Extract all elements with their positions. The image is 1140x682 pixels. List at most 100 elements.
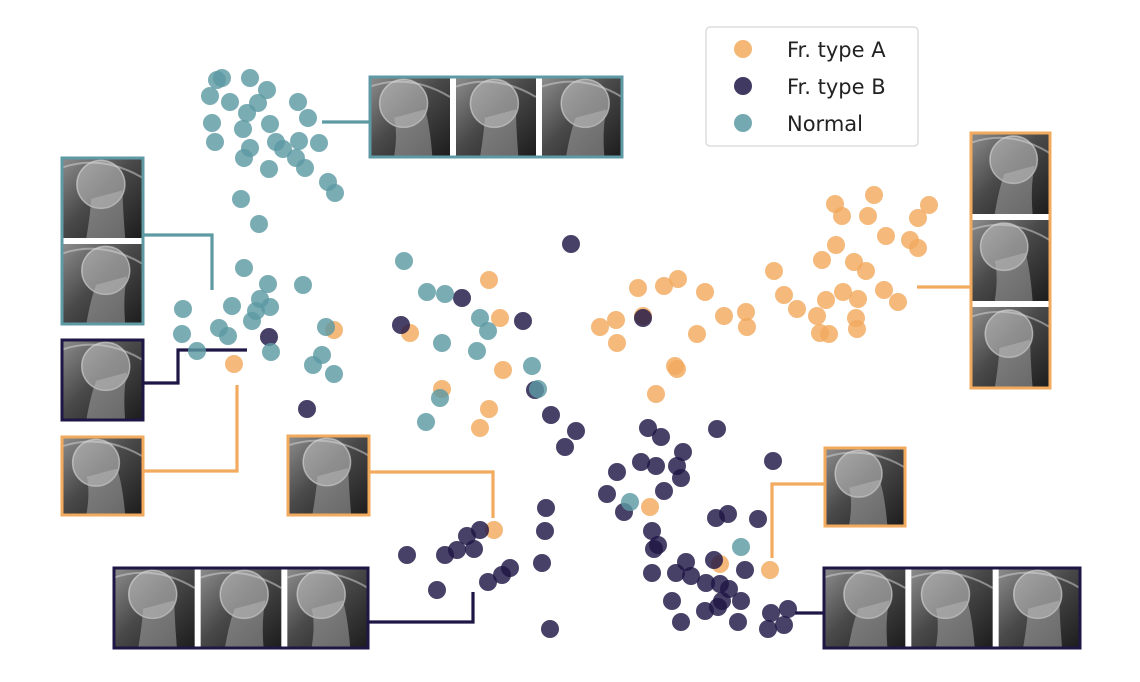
femur-shaft-shape (994, 339, 1033, 388)
point-fr-type-a (920, 196, 938, 214)
femur-shaft-shape (311, 600, 351, 648)
thumbnail-border (112, 566, 370, 650)
point-fr-type-b (541, 620, 559, 638)
point-fr-type-b (298, 400, 316, 418)
acetabulum-edge (287, 439, 370, 457)
point-normal (431, 389, 449, 407)
point-normal (206, 133, 224, 151)
acetabulum-edge (369, 80, 451, 98)
point-normal (235, 259, 253, 277)
femoral-head-shape (469, 78, 520, 129)
acetabulum-edge (61, 343, 144, 361)
point-normal (317, 318, 335, 336)
point-normal (436, 285, 454, 303)
thumbnail-panel (286, 434, 371, 517)
thumbnail-panel (60, 338, 145, 422)
acetabulum-edge (824, 451, 906, 469)
femur-shaft-shape (994, 165, 1035, 214)
point-fr-type-a (817, 291, 835, 309)
point-fr-type-a (827, 236, 845, 254)
point-fr-type-b (672, 613, 690, 631)
legend-label-normal: Normal (787, 112, 863, 136)
thumbnail-border (286, 434, 371, 517)
point-normal (188, 342, 206, 360)
femoral-head-shape (989, 135, 1039, 185)
point-normal (433, 334, 451, 352)
femur-shaft-shape (224, 600, 266, 648)
point-fr-type-b (428, 581, 446, 599)
point-fr-type-a (608, 334, 626, 352)
legend-label-type-a: Fr. type A (787, 38, 886, 62)
point-fr-type-b (682, 567, 700, 585)
point-normal (173, 325, 191, 343)
point-fr-type-a (761, 561, 779, 579)
femoral-head-shape (843, 569, 893, 620)
point-fr-type-b (764, 452, 782, 470)
point-normal (262, 343, 280, 361)
femur-shaft-shape (935, 600, 975, 648)
femoral-head-shape (71, 438, 121, 487)
femur-shaft-shape (1023, 600, 1063, 648)
point-fr-type-b (479, 573, 497, 591)
acetabulum-edge (287, 571, 369, 589)
point-fr-type-a (696, 283, 714, 301)
point-fr-type-b (759, 620, 777, 638)
point-fr-type-a (225, 355, 243, 373)
thumbnail-connector (143, 233, 214, 290)
legend: Fr. type A Fr. type B Normal (705, 26, 919, 147)
thumbnail-border (822, 566, 1082, 650)
point-normal (201, 87, 219, 105)
femoral-head-shape (1012, 569, 1063, 620)
point-normal (395, 252, 413, 270)
thumbnail-border (969, 131, 1052, 390)
point-fr-type-b (643, 522, 661, 540)
point-fr-type-b (537, 499, 555, 517)
point-fr-type-a (669, 270, 687, 288)
point-normal (243, 312, 261, 330)
point-normal (232, 190, 250, 208)
point-fr-type-a (480, 400, 498, 418)
point-normal (258, 81, 276, 99)
point-normal (310, 134, 328, 152)
point-normal (235, 149, 253, 167)
point-fr-type-b (652, 428, 670, 446)
acetabulum-edge (61, 440, 144, 458)
femoral-head-shape (920, 569, 971, 620)
point-fr-type-a (629, 279, 647, 297)
legend-frame (705, 26, 919, 147)
point-normal (296, 159, 314, 177)
point-fr-type-b (556, 438, 574, 456)
point-fr-type-b (655, 482, 673, 500)
point-normal (468, 342, 486, 360)
point-fr-type-a (491, 309, 509, 327)
point-fr-type-b (775, 616, 793, 634)
femoral-head-shape (219, 569, 269, 620)
point-fr-type-b (536, 522, 554, 540)
point-normal (732, 538, 750, 556)
thumbnail-panel (969, 131, 1052, 390)
point-fr-type-a (641, 498, 659, 516)
connector-lines (143, 120, 971, 624)
point-normal (417, 413, 435, 431)
point-normal (261, 298, 279, 316)
acetabulum-edge (970, 310, 1051, 329)
point-fr-type-a (859, 207, 877, 225)
thumbnail-connector (368, 592, 475, 624)
point-normal (471, 309, 489, 327)
legend-marker-type-b (734, 77, 752, 95)
point-fr-type-b (736, 561, 754, 579)
point-fr-type-a (909, 239, 927, 257)
thumbnail-panel (60, 156, 145, 326)
point-fr-type-b (709, 598, 727, 616)
point-normal (208, 71, 226, 89)
point-normal (290, 132, 308, 150)
point-fr-type-b (514, 312, 532, 330)
femoral-head-shape (80, 245, 131, 296)
point-fr-type-a (738, 318, 756, 336)
femur-shaft-shape (480, 109, 519, 157)
point-fr-type-b (398, 546, 416, 564)
thumbnail-panel (822, 566, 1082, 650)
thumbnail-border (60, 338, 145, 422)
point-normal (523, 357, 541, 375)
